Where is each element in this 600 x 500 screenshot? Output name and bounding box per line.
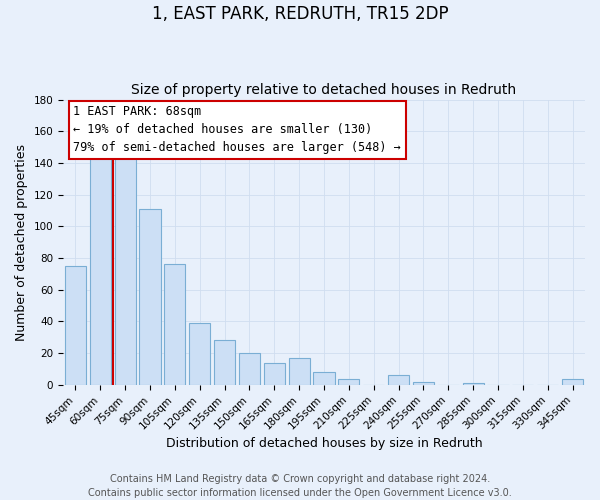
Title: Size of property relative to detached houses in Redruth: Size of property relative to detached ho… [131, 83, 517, 97]
X-axis label: Distribution of detached houses by size in Redruth: Distribution of detached houses by size … [166, 437, 482, 450]
Text: 1 EAST PARK: 68sqm
← 19% of detached houses are smaller (130)
79% of semi-detach: 1 EAST PARK: 68sqm ← 19% of detached hou… [73, 106, 401, 154]
Bar [65, 266, 86, 385]
Bar [164, 264, 185, 385]
Bar [90, 156, 111, 385]
Text: 1, EAST PARK, REDRUTH, TR15 2DP: 1, EAST PARK, REDRUTH, TR15 2DP [152, 5, 448, 23]
Bar [289, 358, 310, 385]
Bar [562, 378, 583, 385]
Bar [115, 154, 136, 385]
Bar [313, 372, 335, 385]
Bar [264, 362, 285, 385]
Bar [214, 340, 235, 385]
Text: Contains HM Land Registry data © Crown copyright and database right 2024.
Contai: Contains HM Land Registry data © Crown c… [88, 474, 512, 498]
Y-axis label: Number of detached properties: Number of detached properties [15, 144, 28, 340]
Bar [463, 384, 484, 385]
Bar [189, 323, 210, 385]
Bar [388, 376, 409, 385]
Bar [413, 382, 434, 385]
Bar [239, 353, 260, 385]
Bar [338, 378, 359, 385]
Bar [139, 209, 161, 385]
